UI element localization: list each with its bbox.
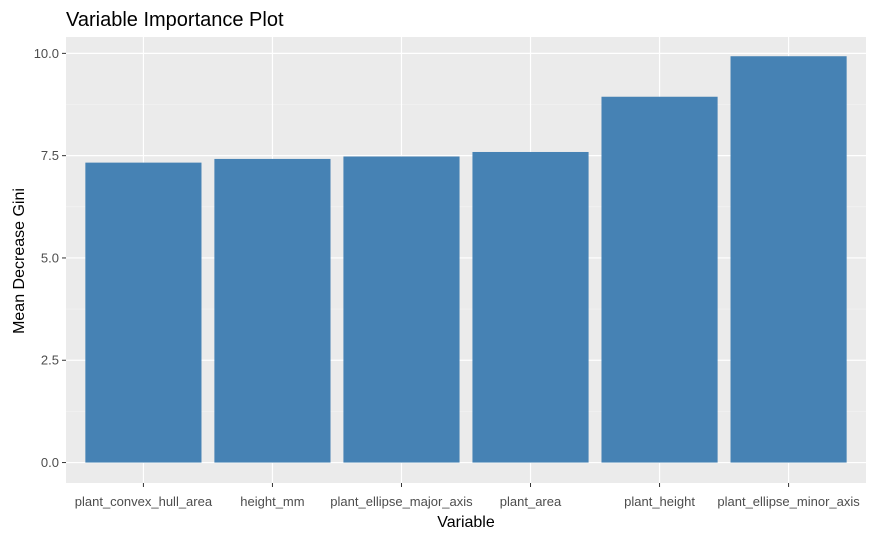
- bar-plant-ellipse-minor-axis: [730, 56, 847, 463]
- bar-plant-ellipse-major-axis: [343, 156, 460, 463]
- y-tick-label: 5.0: [41, 250, 59, 265]
- x-tick-label: plant_ellipse_minor_axis: [717, 494, 860, 509]
- chart-title: Variable Importance Plot: [66, 9, 284, 31]
- bar-plant-convex-hull-area: [85, 162, 202, 463]
- x-axis: plant_convex_hull_area height_mm plant_ell…: [75, 483, 860, 509]
- bar-height-mm: [214, 158, 331, 463]
- x-tick-label: plant_height: [624, 494, 695, 509]
- y-tick-label: 7.5: [41, 148, 59, 163]
- bars: [85, 56, 847, 463]
- y-tick-label: 0.0: [41, 455, 59, 470]
- x-tick-label: plant_convex_hull_area: [75, 494, 213, 509]
- bar-plant-height: [601, 96, 718, 463]
- y-axis-title: Mean Decrease Gini: [11, 188, 28, 334]
- y-tick-label: 10.0: [34, 46, 59, 61]
- x-tick-label: plant_area: [500, 494, 562, 509]
- x-axis-title: Variable: [437, 514, 495, 531]
- bar-plant-area: [472, 151, 589, 463]
- y-tick-label: 2.5: [41, 353, 59, 368]
- y-axis: 0.0 2.5 5.0 7.5 10.0: [34, 46, 66, 470]
- x-tick-label: height_mm: [240, 494, 304, 509]
- x-tick-label: plant_ellipse_major_axis: [330, 494, 473, 509]
